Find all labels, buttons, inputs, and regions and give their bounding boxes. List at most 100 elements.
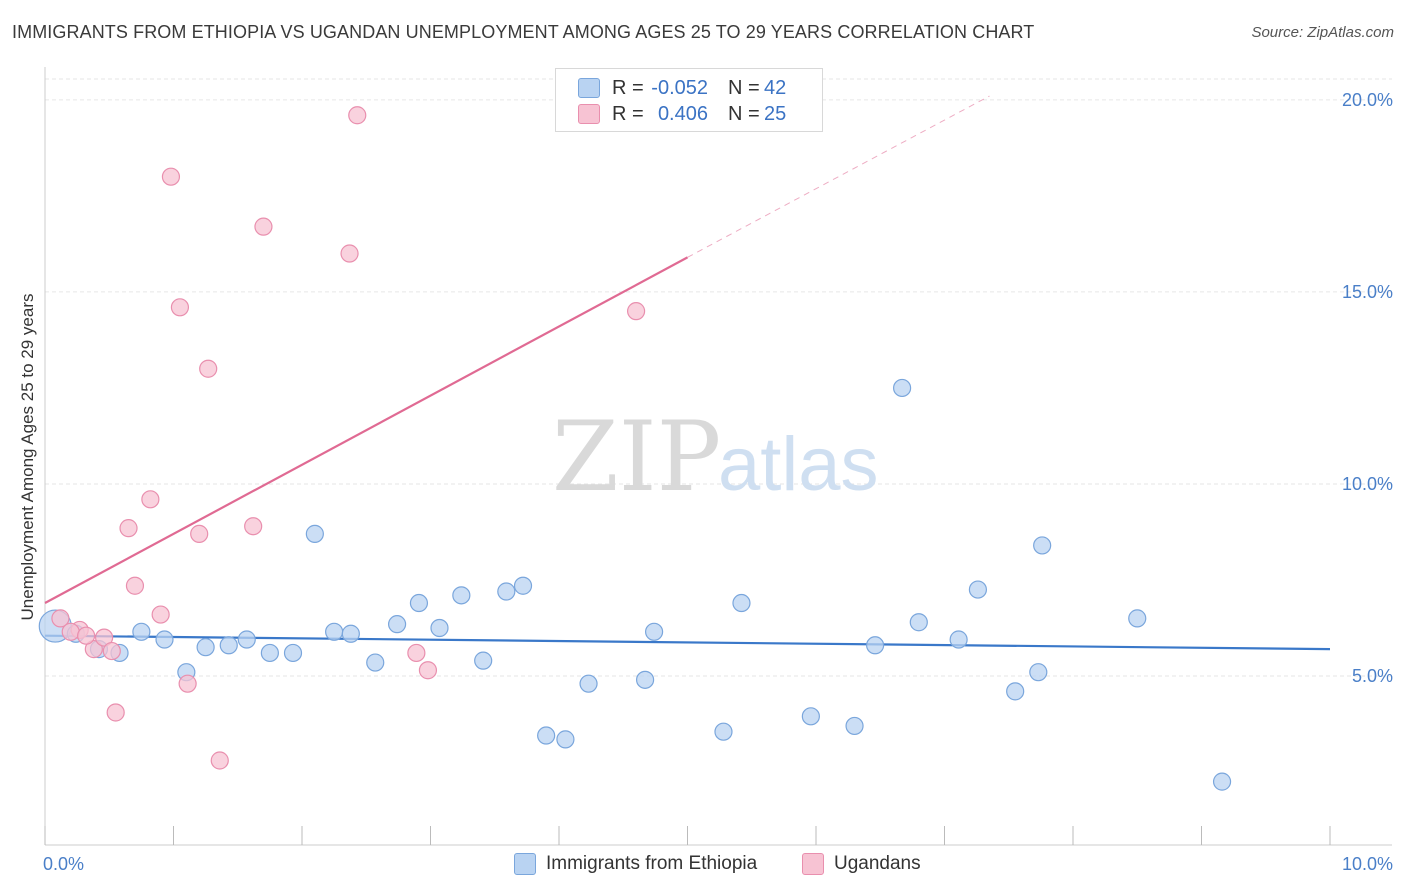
legend-swatch-pink [578,104,600,124]
chart-title: IMMIGRANTS FROM ETHIOPIA VS UGANDAN UNEM… [12,22,1035,42]
point-ugandans [210,751,229,770]
y-tick-label: 20.0% [1342,90,1393,110]
legend-item-ugandans: Ugandans [802,852,921,876]
point-ugandans [102,641,121,661]
point-ethiopia [1033,536,1052,555]
legend-r-value: 0.406 [657,102,708,125]
point-ethiopia [644,622,664,641]
point-ethiopia [537,726,556,745]
legend-swatch-blue [514,853,536,875]
point-ethiopia [387,615,407,634]
point-ethiopia [949,630,968,649]
point-ethiopia [513,576,533,595]
watermark: ZIP atlas [552,401,879,513]
point-ugandans [161,167,181,186]
correlation-legend: R = -0.052 N = 42 R = 0.406 N = 25 [555,68,823,132]
point-ethiopia [325,622,344,641]
point-ethiopia [196,638,215,657]
trend-line-ugandans [44,256,689,604]
point-ethiopia [714,722,733,741]
point-ugandans [348,106,367,125]
trend-line-ugandans-extension [687,95,990,258]
point-ethiopia [1212,772,1232,791]
trend-line-ethiopia [44,634,1331,651]
source-label: Source: ZipAtlas.com [1251,24,1394,41]
legend-r-value: -0.052 [651,76,708,99]
point-ugandans [626,302,646,321]
point-ugandans [178,674,197,693]
legend-label-ethiopia: Immigrants from Ethiopia [546,853,758,874]
legend-item-ethiopia: Immigrants from Ethiopia [514,852,757,876]
point-ugandans [119,519,138,538]
point-ethiopia [909,613,928,632]
point-ugandans [170,298,190,317]
point-ethiopia [635,670,655,689]
legend-row-ugandans: R = 0.406 N = 25 [578,101,786,127]
point-ethiopia [430,618,449,638]
point-ethiopia [305,524,324,543]
point-ethiopia [155,630,174,649]
axes [44,67,1392,846]
point-ethiopia [1128,609,1147,628]
point-ugandans [141,490,160,509]
legend-swatch-pink [802,853,824,875]
point-ethiopia [132,622,151,641]
point-ugandans [418,661,438,680]
point-ethiopia [260,643,279,663]
tick-labels: 5.0% 10.0% 15.0% 20.0% 0.0% 10.0% [43,90,1393,874]
legend-row-ethiopia: R = -0.052 N = 42 [578,75,786,101]
point-ethiopia [1029,663,1048,682]
point-ethiopia [366,653,385,672]
point-ugandans [244,517,263,536]
point-ethiopia [801,707,820,726]
legend-n-label: N = [728,102,760,125]
point-ugandans [254,217,273,236]
point-ugandans [340,244,359,263]
point-ethiopia [474,651,493,670]
legend-label-ugandans: Ugandans [834,853,921,874]
x-tick-label: 0.0% [43,854,84,874]
point-ugandans [407,643,426,663]
watermark-atlas: atlas [718,422,879,507]
point-ethiopia [968,580,988,599]
point-ugandans [51,609,70,628]
point-ethiopia [219,636,238,655]
legend-swatch-blue [578,78,600,98]
point-ethiopia [866,636,885,655]
point-ethiopia [341,624,360,643]
point-ethiopia [1006,682,1025,701]
point-ugandans [199,359,218,378]
legend-n-value: 25 [764,102,787,125]
point-ugandans [77,626,96,645]
y-tick-label: 10.0% [1342,474,1393,494]
point-ethiopia [845,716,864,736]
point-ugandans [84,640,103,659]
watermark-zip: ZIP [552,401,721,513]
grid-lines [45,78,1392,677]
legend-n-value: 42 [764,76,787,99]
point-ethiopia [283,643,303,663]
point-ethiopia [579,674,598,693]
point-ugandans [95,628,114,647]
point-ethiopia [409,593,429,613]
point-ethiopia [452,586,471,605]
point-ethiopia [237,630,256,649]
point-ugandans [106,703,125,722]
x-tick-label: 10.0% [1342,854,1393,874]
point-ugandans [61,622,80,641]
point-ethiopia [732,593,751,613]
y-tick-label: 15.0% [1342,282,1393,302]
trend-lines [44,95,1331,651]
y-tick-label: 5.0% [1352,666,1393,686]
legend-n-label: N = [728,76,760,99]
legend-r-label: R = [612,102,644,125]
point-ethiopia [497,582,516,601]
point-ethiopia [556,730,575,749]
point-ugandans [151,605,170,624]
data-points [38,106,1232,791]
point-ugandans [190,524,209,543]
point-ethiopia [892,378,912,398]
point-ugandans [125,576,145,595]
legend-r-label: R = [612,76,644,99]
